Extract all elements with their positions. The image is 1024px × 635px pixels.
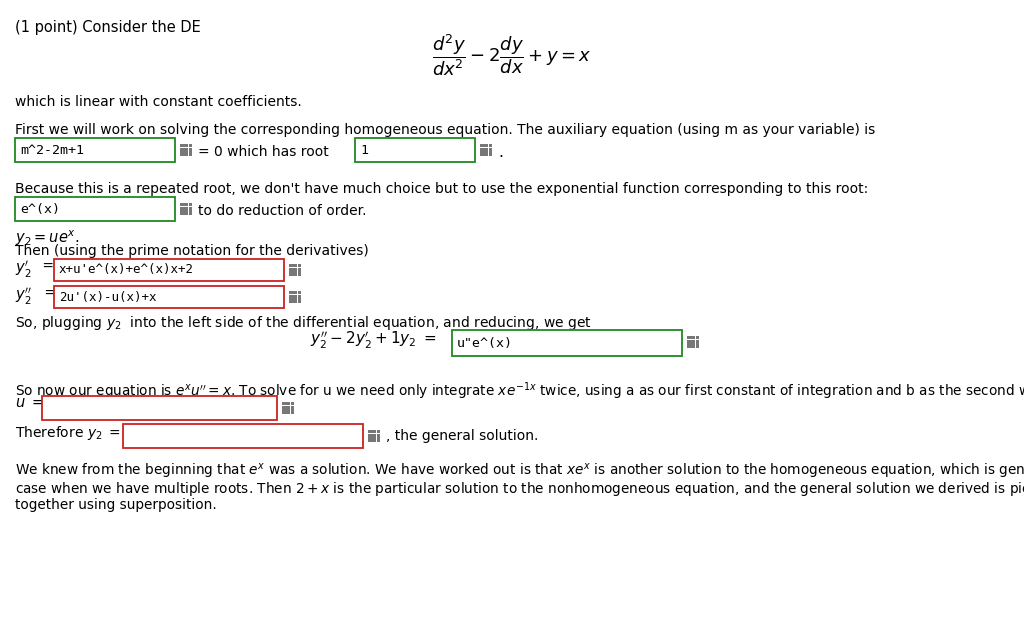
FancyBboxPatch shape — [480, 152, 483, 156]
Text: to do reduction of order.: to do reduction of order. — [198, 204, 367, 218]
FancyBboxPatch shape — [180, 211, 183, 215]
FancyBboxPatch shape — [293, 300, 297, 303]
FancyBboxPatch shape — [695, 340, 699, 344]
Text: (1 point) Consider the DE: (1 point) Consider the DE — [15, 20, 201, 35]
Text: .: . — [498, 145, 503, 160]
FancyBboxPatch shape — [282, 410, 286, 414]
FancyBboxPatch shape — [184, 152, 187, 156]
Text: First we will work on solving the corresponding homogeneous equation. The auxili: First we will work on solving the corres… — [15, 123, 876, 137]
FancyBboxPatch shape — [377, 438, 380, 442]
FancyBboxPatch shape — [289, 264, 293, 267]
FancyBboxPatch shape — [484, 144, 487, 147]
Text: $y_2 = ue^x.$: $y_2 = ue^x.$ — [15, 228, 80, 248]
FancyBboxPatch shape — [298, 264, 301, 267]
Text: which is linear with constant coefficients.: which is linear with constant coefficien… — [15, 95, 302, 109]
FancyBboxPatch shape — [291, 402, 294, 405]
FancyBboxPatch shape — [289, 295, 293, 298]
FancyBboxPatch shape — [298, 268, 301, 272]
FancyBboxPatch shape — [691, 336, 695, 339]
FancyBboxPatch shape — [180, 148, 183, 152]
Text: =: = — [40, 286, 56, 300]
FancyBboxPatch shape — [373, 430, 376, 433]
FancyBboxPatch shape — [484, 152, 487, 156]
FancyBboxPatch shape — [293, 264, 297, 267]
FancyBboxPatch shape — [691, 340, 695, 344]
Text: So, plugging $y_2$  into the left side of the differential equation, and reducin: So, plugging $y_2$ into the left side of… — [15, 314, 592, 332]
FancyBboxPatch shape — [289, 268, 293, 272]
Text: $u\;=$: $u\;=$ — [15, 396, 44, 410]
FancyBboxPatch shape — [377, 430, 380, 433]
FancyBboxPatch shape — [298, 272, 301, 276]
FancyBboxPatch shape — [291, 410, 294, 414]
FancyBboxPatch shape — [180, 152, 183, 156]
FancyBboxPatch shape — [282, 406, 286, 410]
FancyBboxPatch shape — [184, 207, 187, 211]
FancyBboxPatch shape — [289, 272, 293, 276]
FancyBboxPatch shape — [373, 434, 376, 438]
Text: Therefore $y_2\;=$: Therefore $y_2\;=$ — [15, 424, 121, 442]
Text: 1: 1 — [360, 144, 368, 156]
Text: case when we have multiple roots. Then $2 + x$ is the particular solution to the: case when we have multiple roots. Then $… — [15, 480, 1024, 498]
Text: x+u'e^(x)+e^(x)x+2: x+u'e^(x)+e^(x)x+2 — [59, 264, 194, 276]
Text: = 0 which has root: = 0 which has root — [198, 145, 329, 159]
FancyBboxPatch shape — [287, 406, 290, 410]
FancyBboxPatch shape — [188, 152, 193, 156]
Text: u"e^(x): u"e^(x) — [457, 337, 513, 349]
Text: $y_2''$: $y_2''$ — [15, 286, 32, 307]
FancyBboxPatch shape — [289, 300, 293, 303]
FancyBboxPatch shape — [184, 148, 187, 152]
FancyBboxPatch shape — [687, 340, 690, 344]
FancyBboxPatch shape — [695, 344, 699, 348]
FancyBboxPatch shape — [484, 148, 487, 152]
FancyBboxPatch shape — [298, 300, 301, 303]
FancyBboxPatch shape — [488, 152, 493, 156]
FancyBboxPatch shape — [287, 402, 290, 405]
FancyBboxPatch shape — [188, 144, 193, 147]
Text: So now our equation is $e^xu'' = x$. To solve for u we need only integrate $xe^{: So now our equation is $e^xu'' = x$. To … — [15, 380, 1024, 401]
FancyBboxPatch shape — [188, 148, 193, 152]
FancyBboxPatch shape — [293, 291, 297, 295]
FancyBboxPatch shape — [480, 148, 483, 152]
Text: 2u'(x)-u(x)+x: 2u'(x)-u(x)+x — [59, 290, 157, 304]
FancyBboxPatch shape — [298, 295, 301, 298]
FancyBboxPatch shape — [377, 434, 380, 438]
FancyBboxPatch shape — [293, 272, 297, 276]
Text: m^2-2m+1: m^2-2m+1 — [20, 144, 84, 156]
FancyBboxPatch shape — [15, 197, 175, 221]
FancyBboxPatch shape — [368, 434, 372, 438]
FancyBboxPatch shape — [15, 138, 175, 162]
Text: Because this is a repeated root, we don't have much choice but to use the expone: Because this is a repeated root, we don'… — [15, 182, 868, 196]
FancyBboxPatch shape — [488, 144, 493, 147]
FancyBboxPatch shape — [123, 424, 362, 448]
FancyBboxPatch shape — [184, 203, 187, 206]
FancyBboxPatch shape — [691, 344, 695, 348]
FancyBboxPatch shape — [488, 148, 493, 152]
FancyBboxPatch shape — [180, 207, 183, 211]
FancyBboxPatch shape — [42, 396, 278, 420]
FancyBboxPatch shape — [180, 203, 183, 206]
Text: $\dfrac{d^2y}{dx^2} - 2\dfrac{dy}{dx} + y = x$: $\dfrac{d^2y}{dx^2} - 2\dfrac{dy}{dx} + … — [432, 32, 592, 78]
FancyBboxPatch shape — [188, 211, 193, 215]
Text: Then (using the prime notation for the derivatives): Then (using the prime notation for the d… — [15, 244, 369, 258]
FancyBboxPatch shape — [289, 291, 293, 295]
FancyBboxPatch shape — [54, 286, 284, 308]
Text: $y_2'' - 2y_2' + 1y_2\;=$: $y_2'' - 2y_2' + 1y_2\;=$ — [310, 330, 436, 351]
Text: together using superposition.: together using superposition. — [15, 498, 217, 512]
FancyBboxPatch shape — [184, 211, 187, 215]
FancyBboxPatch shape — [282, 402, 286, 405]
Text: e^(x): e^(x) — [20, 203, 60, 215]
Text: =: = — [38, 259, 54, 273]
FancyBboxPatch shape — [368, 438, 372, 442]
FancyBboxPatch shape — [452, 330, 682, 356]
FancyBboxPatch shape — [287, 410, 290, 414]
FancyBboxPatch shape — [480, 144, 483, 147]
FancyBboxPatch shape — [687, 336, 690, 339]
FancyBboxPatch shape — [291, 406, 294, 410]
FancyBboxPatch shape — [298, 291, 301, 295]
FancyBboxPatch shape — [293, 295, 297, 298]
Text: We knew from the beginning that $e^x$ was a solution. We have worked out is that: We knew from the beginning that $e^x$ wa… — [15, 462, 1024, 481]
Text: $y_2'$: $y_2'$ — [15, 259, 32, 280]
FancyBboxPatch shape — [373, 438, 376, 442]
FancyBboxPatch shape — [180, 144, 183, 147]
